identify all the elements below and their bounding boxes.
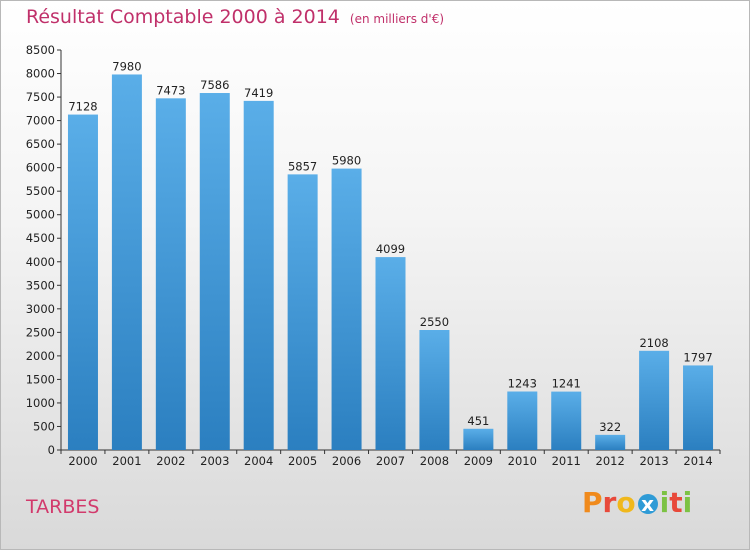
x-tick-label: 2009 (464, 454, 493, 468)
value-label: 5980 (332, 154, 361, 168)
bar-2010 (507, 391, 538, 450)
value-label: 4099 (376, 242, 405, 256)
value-label: 2108 (639, 336, 668, 350)
y-tick-label: 5500 (26, 184, 55, 198)
axes: 0 500 1000 1500 2000 2500 3000 3500 4000 4500 5000… (26, 43, 721, 468)
x-tick-label: 2003 (200, 454, 229, 468)
value-label: 7473 (156, 83, 185, 97)
bar-2001 (111, 74, 142, 451)
x-tick-label: 2010 (508, 454, 537, 468)
y-tick-label: 1000 (26, 396, 55, 410)
value-labels: 7128 7980 7473 7586 7419 5857 5980 4099 2550 451 1… (68, 59, 712, 433)
value-label: 451 (467, 414, 489, 428)
bar-2009 (463, 428, 494, 450)
bar-2011 (551, 391, 582, 450)
bar-2004 (243, 100, 274, 450)
x-tick-label: 2006 (332, 454, 361, 468)
x-tick-label: 2013 (639, 454, 668, 468)
y-tick-label: 0 (48, 443, 55, 457)
x-tick-label: 2001 (112, 454, 141, 468)
y-tick-label: 3500 (26, 278, 55, 292)
y-tick-label: 6000 (26, 161, 55, 175)
value-label: 7419 (244, 86, 273, 100)
y-tick-label: 8000 (26, 67, 55, 81)
x-tick-label: 2011 (552, 454, 581, 468)
y-tick-label: 3000 (26, 302, 55, 316)
proxiti-logo: Pro x iti (582, 486, 692, 519)
value-label: 1241 (552, 377, 581, 391)
value-label: 7980 (112, 59, 141, 73)
title-text: Résultat Comptable 2000 à 2014 (26, 6, 340, 28)
y-tick-label: 4000 (26, 255, 55, 269)
chart-subtitle: (en milliers d'€) (349, 12, 445, 26)
value-label: 322 (599, 420, 621, 434)
x-tick-label: 2005 (288, 454, 317, 468)
value-label: 7128 (68, 100, 97, 114)
y-tick-label: 500 (33, 419, 55, 433)
y-tick-label: 8500 (26, 43, 55, 57)
y-tick-label: 1500 (26, 372, 55, 386)
city-name: TARBES (26, 496, 100, 518)
bar-2012 (595, 434, 626, 450)
bar-2002 (155, 98, 186, 451)
bar-2008 (419, 330, 450, 450)
logo-letter: P (582, 486, 603, 519)
x-tick-label: 2008 (420, 454, 449, 468)
y-tick-label: 4500 (26, 231, 55, 245)
y-tick-label: 7000 (26, 114, 55, 128)
y-tick-label: 7500 (26, 90, 55, 104)
chart-title: Résultat Comptable 2000 à 2014 (en millie… (26, 6, 444, 28)
bar-2000 (67, 114, 98, 451)
x-tick-label: 2002 (156, 454, 185, 468)
logo-letter: x (637, 494, 658, 514)
y-tick-label: 2000 (26, 349, 55, 363)
y-tick-label: 6500 (26, 137, 55, 151)
y-tick-label: 2500 (26, 325, 55, 339)
bar-2006 (331, 168, 362, 450)
bar-2013 (639, 350, 670, 450)
logo-letter: i (659, 486, 670, 519)
logo-letter: t (669, 486, 683, 519)
logo-letter: r (602, 486, 617, 519)
value-label: 2550 (420, 315, 449, 329)
bars (67, 74, 714, 451)
logo-letter: o (616, 486, 636, 519)
y-tick-label: 5000 (26, 208, 55, 222)
bar-2007 (375, 257, 406, 450)
x-tick-label: 2004 (244, 454, 273, 468)
bar-2003 (199, 93, 230, 450)
bar-2014 (683, 365, 714, 450)
value-label: 7586 (200, 78, 229, 92)
x-tick-label: 2007 (376, 454, 405, 468)
x-tick-label: 2014 (683, 454, 712, 468)
value-label: 1797 (683, 350, 712, 364)
x-tick-label: 2012 (596, 454, 625, 468)
value-label: 1243 (508, 377, 537, 391)
logo-letter: i (682, 486, 693, 519)
value-label: 5857 (288, 159, 317, 173)
x-tick-label: 2000 (68, 454, 97, 468)
bar-2005 (287, 174, 318, 450)
